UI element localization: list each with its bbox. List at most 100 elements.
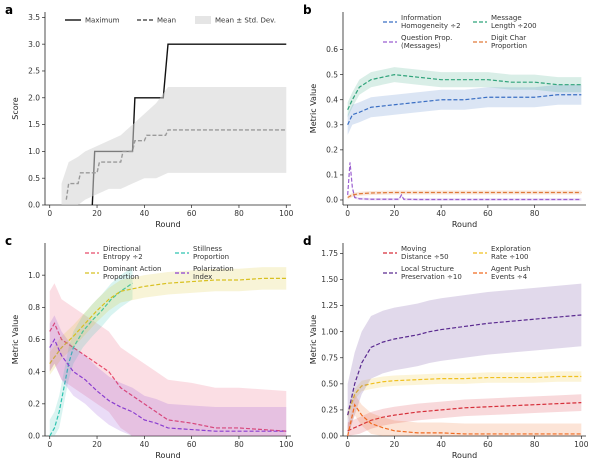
y-tick-label: 2.5 xyxy=(28,67,40,76)
y-tick-label: 0.6 xyxy=(326,45,338,54)
legend-label: Dominant Action Proportion xyxy=(103,265,162,281)
y-tick-label: 0.25 xyxy=(321,406,338,415)
y-tick-label: 0.1 xyxy=(326,171,338,180)
legend: Moving Distance ÷50 Exploration Rate ÷100 Lo… xyxy=(383,245,531,281)
x-tick-label: 60 xyxy=(483,440,493,449)
x-tick-label: 20 xyxy=(92,440,102,449)
y-tick-label: 0.5 xyxy=(326,70,338,79)
legend-label: Exploration Rate ÷100 xyxy=(491,245,531,261)
y-tick-label: 0.50 xyxy=(321,379,338,388)
y-axis-label: Metric Value xyxy=(309,315,318,364)
series-band xyxy=(347,67,582,118)
y-tick-label: 0.8 xyxy=(28,303,40,312)
y-tick-label: 0.75 xyxy=(321,353,338,362)
y-tick-label: 0.3 xyxy=(326,120,338,129)
y-tick-label: 1.00 xyxy=(321,327,338,336)
legend-label: Local Structure Preservation ÷10 xyxy=(401,265,462,281)
panel-letter: d xyxy=(303,234,312,248)
x-tick-label: 100 xyxy=(574,440,589,449)
x-tick-label: 80 xyxy=(234,440,244,449)
x-tick-label: 20 xyxy=(390,440,400,449)
legend-label: Message Length ÷200 xyxy=(491,14,537,30)
y-tick-label: 3.5 xyxy=(28,13,40,22)
y-axis-label: Metric Value xyxy=(309,84,318,133)
series-band xyxy=(49,283,287,436)
y-tick-label: 0.2 xyxy=(28,399,40,408)
x-axis-label: Round xyxy=(155,451,180,460)
legend-label: Agent Push Events ÷4 xyxy=(491,265,531,281)
legend: Information Homogeneity ÷2 Message Length ÷… xyxy=(383,14,537,50)
x-tick-label: 0 xyxy=(345,440,350,449)
series-band xyxy=(347,84,582,135)
chart-panel-c: c 0 20 40 60 80 100 0.0 0.2 0.4 0.6 0.8 1.0 Round Metr… xyxy=(5,234,294,460)
legend: Maximum Mean Mean ± Std. Dev. xyxy=(65,16,276,25)
legend-label: Mean ± Std. Dev. xyxy=(215,17,276,25)
x-axis-label: Round xyxy=(452,451,477,460)
series-line xyxy=(347,191,582,199)
x-tick-label: 20 xyxy=(390,209,400,218)
y-tick-label: 1.0 xyxy=(28,271,40,280)
legend-label: Question Prop. (Messages) xyxy=(401,34,452,50)
chart-panel-a: a 0 20 40 60 80 100 0.0 0.5 1.0 1.5 2.0 2.5 3.0 3.5 Rou… xyxy=(5,3,294,229)
x-tick-label: 80 xyxy=(530,440,540,449)
legend-label: Stillness Proportion xyxy=(193,245,229,261)
series-line xyxy=(347,314,582,416)
legend-label: Directional Entropy ÷2 xyxy=(103,245,143,261)
series-line xyxy=(347,403,582,437)
x-tick-label: 0 xyxy=(47,209,52,218)
legend-label: Information Homogeneity ÷2 xyxy=(401,14,461,30)
y-tick-label: 0.6 xyxy=(28,335,40,344)
legend-label: Mean xyxy=(157,17,176,25)
chart-panel-d: d 0 20 40 60 80 100 0.00 0.25 0.50 0.75 1.00 1.25 1.5… xyxy=(303,234,589,460)
series-band xyxy=(347,394,582,436)
legend-swatch xyxy=(195,16,211,24)
series-line xyxy=(347,74,582,111)
legend: Directional Entropy ÷2 Stillness Proportion… xyxy=(85,245,234,281)
chart-panel-b: b 0 20 40 60 80 0.0 0.1 0.2 0.3 0.4 0.5 0.6 Round Metr… xyxy=(303,3,586,229)
legend-label: Digit Char Proportion xyxy=(491,34,527,50)
y-tick-label: 1.0 xyxy=(28,147,40,156)
y-tick-label: 0.0 xyxy=(326,196,338,205)
x-axis-label: Round xyxy=(452,220,477,229)
series-band xyxy=(49,267,287,375)
y-tick-label: 1.25 xyxy=(321,301,338,310)
y-tick-label: 1.50 xyxy=(321,275,338,284)
x-tick-label: 40 xyxy=(436,440,446,449)
panel-letter: b xyxy=(303,3,312,17)
x-tick-label: 60 xyxy=(187,440,197,449)
x-tick-label: 40 xyxy=(140,440,150,449)
x-tick-label: 20 xyxy=(92,209,102,218)
x-tick-label: 40 xyxy=(436,209,446,218)
panel-letter: a xyxy=(5,3,13,17)
x-tick-label: 100 xyxy=(279,440,294,449)
legend-label: Maximum xyxy=(85,17,120,25)
series-band xyxy=(347,161,582,201)
series-band xyxy=(347,394,582,436)
x-tick-label: 100 xyxy=(279,209,294,218)
y-axis-label: Metric Value xyxy=(11,315,20,364)
y-tick-label: 1.5 xyxy=(28,120,40,129)
series-band xyxy=(347,283,582,436)
y-tick-label: 2.0 xyxy=(28,93,40,102)
series-line xyxy=(49,322,287,432)
y-tick-label: 0.4 xyxy=(28,367,40,376)
x-tick-label: 0 xyxy=(345,209,350,218)
y-tick-label: 0.5 xyxy=(28,174,40,183)
series-line xyxy=(347,162,582,201)
series-band xyxy=(347,371,582,421)
y-tick-label: 0.00 xyxy=(321,432,338,441)
x-tick-label: 60 xyxy=(187,209,197,218)
y-axis-label: Score xyxy=(11,97,20,119)
series-band xyxy=(49,267,133,436)
y-tick-label: 0.0 xyxy=(28,432,40,441)
legend-label: Polarization Index xyxy=(193,265,234,281)
panel-letter: c xyxy=(5,234,12,248)
series-band xyxy=(49,315,287,436)
series-line xyxy=(49,338,287,432)
x-tick-label: 0 xyxy=(47,440,52,449)
y-tick-label: 3.0 xyxy=(28,40,40,49)
y-tick-label: 0.0 xyxy=(28,201,40,210)
y-tick-label: 0.2 xyxy=(326,145,338,154)
y-tick-label: 1.75 xyxy=(321,249,338,258)
